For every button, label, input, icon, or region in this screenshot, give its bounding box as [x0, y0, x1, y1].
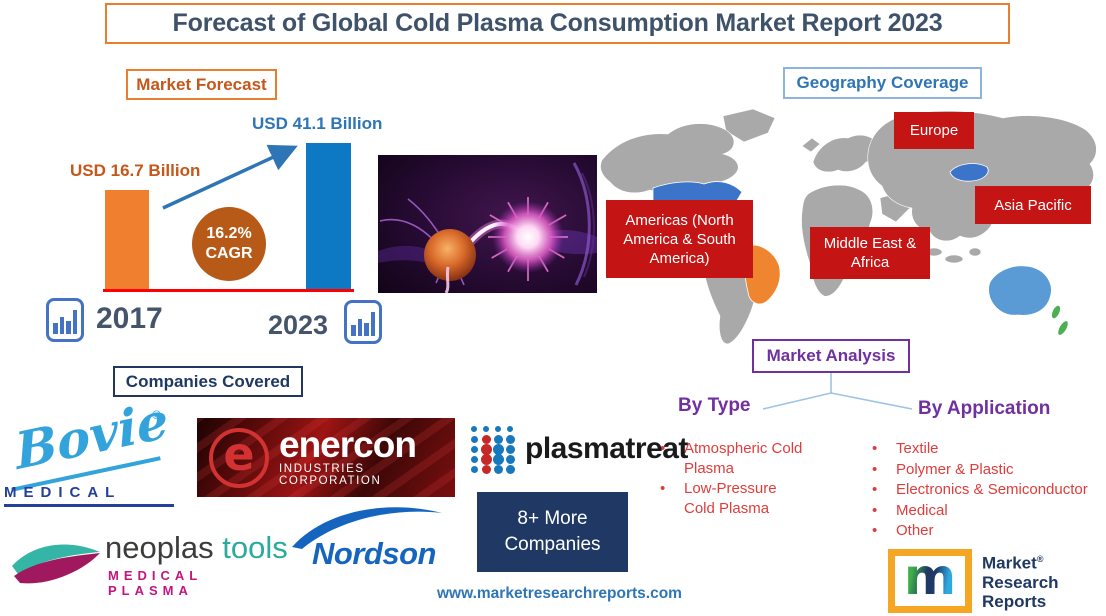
- plasma-image: [378, 155, 597, 293]
- region-europe: Europe: [894, 112, 974, 149]
- plasmatreat-logo: plasmatreat: [468, 424, 688, 474]
- mongolia-shape: [949, 163, 989, 182]
- list-item-label: Low-Pressure Cold Plasma: [684, 480, 777, 517]
- by-type-heading: By Type: [678, 395, 751, 416]
- by-application-list: • Textile • Polymer & Plastic • Electronics…: [872, 439, 1106, 542]
- branch-connector: [762, 373, 913, 410]
- region-middle-east-africa: Middle East & Africa: [810, 227, 930, 279]
- chart-baseline: [103, 289, 354, 292]
- list-item-label: Textile: [896, 440, 939, 457]
- list-item: • Low-Pressure Cold Plasma: [660, 479, 805, 518]
- australia-shape: [988, 265, 1052, 316]
- neoplas-tools-logo: neoplas tools MEDICAL PLASMA: [8, 528, 288, 598]
- market-analysis-label: Market Analysis: [752, 339, 910, 373]
- bullet-icon: •: [872, 522, 878, 539]
- list-item: • Polymer & Plastic: [872, 460, 1106, 480]
- growth-arrow-icon: [162, 144, 298, 210]
- more-companies-line1: 8+ More: [517, 508, 588, 529]
- value-label-2023: USD 41.1 Billion: [252, 114, 383, 133]
- region-americas: Americas (North America & South America): [606, 200, 753, 278]
- enercon-e-icon: e: [209, 427, 269, 488]
- bar-chart-icon: [46, 298, 84, 342]
- neoplas-waves-icon: [12, 544, 100, 584]
- list-item: • Medical: [872, 501, 1106, 521]
- neoplas-subtitle: MEDICAL PLASMA: [108, 568, 202, 598]
- list-item: • Textile: [872, 439, 1106, 459]
- bullet-icon: •: [660, 480, 666, 497]
- bullet-icon: •: [872, 460, 878, 478]
- list-item-label: Electronics & Semiconductor: [896, 481, 1088, 498]
- mrr-monogram-box: m: [888, 549, 972, 613]
- bullet-icon: •: [660, 440, 666, 457]
- list-item-label: Polymer & Plastic: [896, 460, 1014, 478]
- companies-covered-label: Companies Covered: [113, 366, 303, 397]
- list-item: • Electronics & Semiconductor: [872, 480, 1106, 500]
- nordson-wordmark: Nordson: [312, 536, 436, 571]
- enercon-logo: e enercon INDUSTRIES CORPORATION: [197, 418, 455, 497]
- bullet-icon: •: [872, 501, 878, 519]
- year-2023: 2023: [268, 310, 329, 340]
- list-item-label: Medical: [896, 501, 948, 519]
- registered-mark: ®: [1036, 554, 1044, 564]
- enercon-subtitle: INDUSTRIES CORPORATION: [279, 462, 382, 487]
- list-item: • Atmospheric Cold Plasma: [660, 439, 805, 478]
- market-research-reports-logo: m Market® Research Reports: [888, 549, 1059, 613]
- list-item: • Other: [872, 521, 1106, 541]
- region-asia-pacific: Asia Pacific: [975, 186, 1091, 224]
- mrr-line2: Research: [982, 572, 1059, 592]
- cagr-badge: 16.2% CAGR: [192, 207, 266, 281]
- website-link[interactable]: www.marketresearchreports.com: [437, 585, 682, 602]
- new-zealand-shape: [1051, 305, 1069, 336]
- cagr-value: 16.2%: [206, 225, 252, 242]
- nordson-logo: Nordson: [286, 503, 466, 579]
- bullet-icon: •: [872, 481, 878, 498]
- year-2017: 2017: [96, 302, 163, 335]
- mrr-line1: Market: [982, 553, 1037, 573]
- mrr-line3: Reports: [982, 591, 1047, 611]
- plasmatreat-dots-icon: [468, 424, 516, 474]
- plasmatreat-wordmark: plasmatreat: [525, 432, 688, 465]
- bar-2023: [306, 143, 351, 289]
- list-item-label: Other: [896, 522, 934, 539]
- cagr-label: CAGR: [205, 245, 253, 262]
- value-label-2017: USD 16.7 Billion: [70, 161, 201, 180]
- mrr-brand-text: Market® Research Reports: [982, 550, 1059, 613]
- mrr-m-icon: m: [903, 548, 957, 606]
- enercon-wordmark: enercon: [279, 423, 417, 465]
- neoplas-wordmark: neoplas: [105, 530, 214, 565]
- bovie-medical-label: MEDICAL: [4, 484, 174, 507]
- geography-coverage-label: Geography Coverage: [783, 67, 982, 99]
- bovie-wordmark: Bovie: [12, 389, 171, 482]
- nordson-swoosh-icon: [292, 507, 442, 549]
- list-item-label: Atmospheric Cold Plasma: [684, 440, 803, 477]
- bullet-icon: •: [872, 440, 878, 457]
- bar-chart-icon: [344, 300, 382, 344]
- more-companies-badge: 8+ More Companies: [477, 492, 628, 572]
- by-type-list: • Atmospheric Cold Plasma • Low-Pressure C…: [660, 439, 805, 519]
- by-application-heading: By Application: [918, 398, 1051, 419]
- bar-2017: [105, 190, 149, 289]
- brazil-shape: [744, 244, 781, 305]
- neoplas-tools-wordmark: tools: [222, 530, 288, 565]
- registered-mark: ®: [152, 408, 161, 422]
- market-forecast-label: Market Forecast: [126, 69, 277, 100]
- more-companies-line2: Companies: [504, 534, 601, 555]
- bovie-medical-logo: Bovie ® MEDICAL: [0, 390, 180, 510]
- page-title: Forecast of Global Cold Plasma Consumpti…: [105, 3, 1010, 44]
